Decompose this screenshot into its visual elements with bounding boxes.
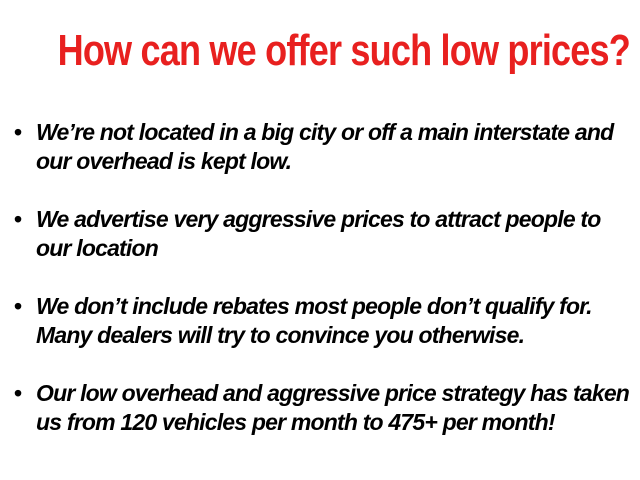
bullet-icon: • — [14, 293, 22, 319]
list-item-text: Our low overhead and aggressive price st… — [36, 380, 630, 435]
list-item: • Our low overhead and aggressive price s… — [14, 379, 634, 437]
list-item: • We don’t include rebates most people do… — [14, 292, 634, 350]
bullet-icon: • — [14, 206, 22, 232]
list-item-text: We’re not located in a big city or off a… — [36, 119, 614, 174]
list-item-text: We advertise very aggressive prices to a… — [36, 206, 601, 261]
list-item-text: We don’t include rebates most people don… — [36, 293, 593, 348]
list-item: • We advertise very aggressive prices to … — [14, 205, 634, 263]
page-title: How can we offer such low prices? — [57, 26, 631, 75]
bullet-list: • We’re not located in a big city or off … — [14, 118, 634, 466]
list-item: • We’re not located in a big city or off … — [14, 118, 634, 176]
bullet-icon: • — [14, 380, 22, 406]
bullet-icon: • — [14, 119, 22, 145]
